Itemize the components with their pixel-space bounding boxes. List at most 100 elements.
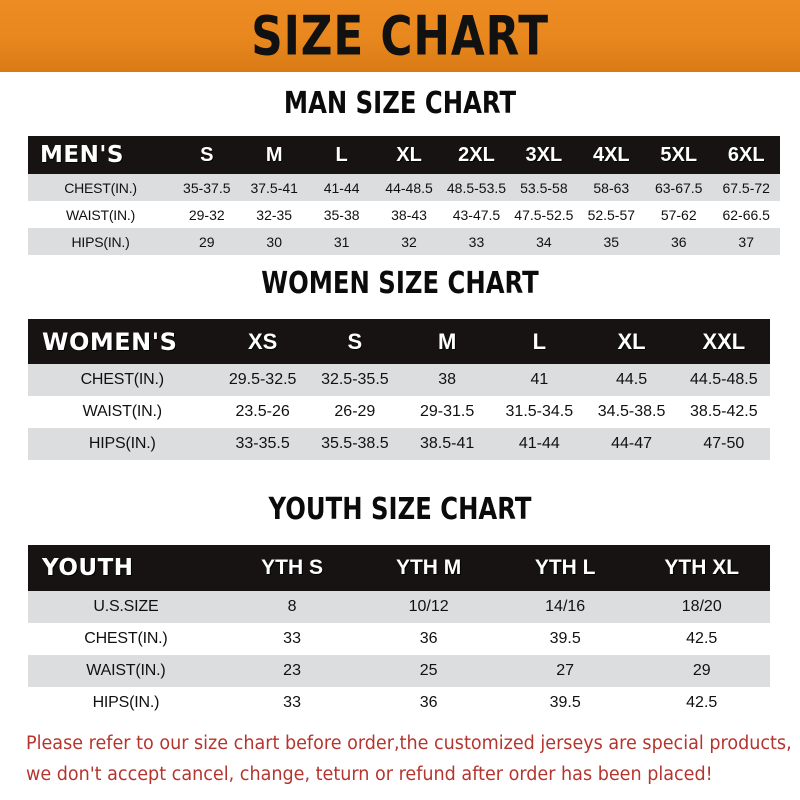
table-cell: 38.5-42.5 bbox=[690, 403, 758, 420]
women-header-row: WOMEN'S XS S M L XL XXL bbox=[28, 319, 770, 364]
table-row: U.S.SIZE 8 10/12 14/16 18/20 bbox=[28, 591, 770, 623]
table-cell: 63-67.5 bbox=[654, 179, 703, 196]
order-notice-line-2: we don't accept cancel, change, teturn o… bbox=[26, 764, 713, 785]
table-cell: 8 bbox=[287, 598, 297, 615]
table-cell: 33-35.5 bbox=[235, 435, 290, 452]
table-cell: 53.5-58 bbox=[520, 179, 568, 196]
men-table-body: MEN'S S M L XL 2XL 3XL 4XL 5XL 6XL CHEST(IN.) 35-37… bbox=[28, 136, 780, 255]
table-cell: 44.5 bbox=[616, 371, 648, 388]
table-cell: 44-47 bbox=[611, 435, 653, 452]
women-size-header-2: S bbox=[347, 328, 363, 354]
table-cell: 32 bbox=[401, 233, 417, 250]
women-size-header-6: XXL bbox=[702, 328, 746, 354]
men-row-label-1: CHEST(IN.) bbox=[64, 179, 137, 196]
table-cell: 38.5-41 bbox=[419, 435, 475, 452]
men-section-title: MAN SIZE CHART bbox=[283, 86, 517, 121]
table-cell: 57-62 bbox=[660, 206, 697, 223]
women-size-header-4: L bbox=[532, 328, 547, 354]
men-size-header-6: 3XL bbox=[525, 143, 563, 166]
youth-row-label-3: WAIST(IN.) bbox=[86, 662, 166, 679]
youth-header-row: YOUTH YTH S YTH M YTH L YTH XL bbox=[28, 545, 770, 591]
table-cell: 39.5 bbox=[549, 694, 581, 711]
table-cell: 37.5-41 bbox=[250, 179, 298, 196]
table-cell: 44-48.5 bbox=[385, 179, 433, 196]
order-notice-line-1: Please refer to our size chart before or… bbox=[26, 733, 792, 754]
table-cell: 38-43 bbox=[391, 206, 427, 223]
table-cell: 41 bbox=[530, 371, 549, 388]
men-header-label: MEN'S bbox=[40, 142, 124, 168]
table-cell: 47.5-52.5 bbox=[514, 206, 574, 223]
women-table-body: WOMEN'S XS S M L XL XXL CHEST(IN.) 29.5-32.5 32.5… bbox=[28, 319, 770, 460]
men-size-table: MEN'S S M L XL 2XL 3XL 4XL 5XL 6XL CHEST(IN.) 35-37… bbox=[28, 136, 780, 255]
women-row-label-1: CHEST(IN.) bbox=[80, 371, 165, 388]
men-row-label-3: HIPS(IN.) bbox=[71, 233, 130, 250]
table-cell: 29 bbox=[692, 662, 711, 679]
table-cell: 43-47.5 bbox=[452, 206, 501, 223]
youth-section-title: YOUTH SIZE CHART bbox=[268, 492, 532, 527]
table-cell: 52.5-57 bbox=[587, 206, 636, 223]
table-cell: 29.5-32.5 bbox=[228, 371, 297, 388]
table-cell: 58-63 bbox=[593, 179, 630, 196]
table-cell: 32-35 bbox=[256, 206, 293, 223]
table-cell: 44.5-48.5 bbox=[690, 371, 758, 388]
table-cell: 32.5-35.5 bbox=[321, 371, 389, 388]
youth-size-table: YOUTH YTH S YTH M YTH L YTH XL U.S.SIZE 8 10/12… bbox=[28, 545, 770, 719]
table-row: CHEST(IN.) 35-37.5 37.5-41 41-44 44-48.5 48.5… bbox=[28, 174, 780, 201]
table-row: WAIST(IN.) 23 25 27 29 bbox=[28, 655, 770, 687]
table-cell: 23 bbox=[283, 662, 301, 679]
table-cell: 35.5-38.5 bbox=[321, 435, 389, 452]
youth-size-header-2: YTH M bbox=[395, 556, 462, 579]
youth-row-label-1: U.S.SIZE bbox=[93, 598, 159, 615]
table-cell: 36 bbox=[670, 233, 687, 250]
youth-table-body: YOUTH YTH S YTH M YTH L YTH XL U.S.SIZE 8 10/12… bbox=[28, 545, 770, 719]
order-notice: Please refer to our size chart before or… bbox=[26, 728, 792, 790]
women-row-label-3: HIPS(IN.) bbox=[88, 435, 156, 452]
youth-row-label-2: CHEST(IN.) bbox=[84, 630, 168, 647]
women-row-label-2: WAIST(IN.) bbox=[82, 403, 162, 420]
men-size-header-5: 2XL bbox=[458, 143, 495, 166]
table-cell: 42.5 bbox=[686, 694, 718, 711]
women-size-table: WOMEN'S XS S M L XL XXL CHEST(IN.) 29.5-32.5 32.5… bbox=[28, 319, 770, 460]
table-cell: 35-37.5 bbox=[183, 179, 231, 196]
table-cell: 30 bbox=[266, 233, 282, 250]
women-header-label: WOMEN'S bbox=[42, 327, 178, 356]
table-cell: 35 bbox=[603, 233, 620, 250]
table-cell: 31.5-34.5 bbox=[505, 403, 574, 420]
men-header-row: MEN'S S M L XL 2XL 3XL 4XL 5XL 6XL bbox=[28, 136, 780, 174]
men-size-header-3: L bbox=[335, 143, 348, 166]
women-size-header-5: XL bbox=[617, 328, 646, 354]
table-cell: 36 bbox=[419, 694, 438, 711]
table-row: CHEST(IN.) 29.5-32.5 32.5-35.5 38 41 44.5 44.5… bbox=[28, 364, 770, 396]
table-row: WAIST(IN.) 23.5-26 26-29 29-31.5 31.5-34.5 34… bbox=[28, 396, 770, 428]
women-section-title: WOMEN SIZE CHART bbox=[261, 266, 539, 301]
youth-size-header-1: YTH S bbox=[261, 556, 323, 579]
page-title: SIZE CHART bbox=[251, 4, 549, 68]
table-cell: 42.5 bbox=[686, 630, 718, 647]
men-size-header-7: 4XL bbox=[592, 143, 630, 166]
table-cell: 48.5-53.5 bbox=[446, 179, 507, 196]
table-cell: 18/20 bbox=[681, 598, 722, 615]
men-size-header-1: S bbox=[200, 143, 214, 166]
table-cell: 33 bbox=[468, 233, 485, 250]
table-cell: 33 bbox=[283, 694, 301, 711]
table-cell: 34 bbox=[536, 233, 552, 250]
table-cell: 25 bbox=[419, 662, 438, 679]
table-cell: 41-44 bbox=[518, 435, 560, 452]
table-cell: 29 bbox=[198, 233, 215, 250]
table-cell: 14/16 bbox=[545, 598, 586, 615]
youth-size-header-3: YTH L bbox=[534, 556, 596, 579]
table-cell: 62-66.5 bbox=[722, 206, 770, 223]
table-cell: 33 bbox=[283, 630, 301, 647]
table-cell: 37 bbox=[738, 233, 754, 250]
table-cell: 36 bbox=[419, 630, 438, 647]
men-size-header-2: M bbox=[265, 143, 283, 166]
youth-size-header-4: YTH XL bbox=[664, 556, 740, 579]
table-cell: 41-44 bbox=[323, 179, 360, 196]
women-size-header-3: M bbox=[437, 328, 457, 354]
table-cell: 38 bbox=[438, 371, 456, 388]
table-cell: 23.5-26 bbox=[235, 403, 290, 420]
table-cell: 27 bbox=[556, 662, 575, 679]
men-row-label-2: WAIST(IN.) bbox=[66, 206, 136, 223]
table-row: HIPS(IN.) 33-35.5 35.5-38.5 38.5-41 41-44 44-… bbox=[28, 428, 770, 460]
